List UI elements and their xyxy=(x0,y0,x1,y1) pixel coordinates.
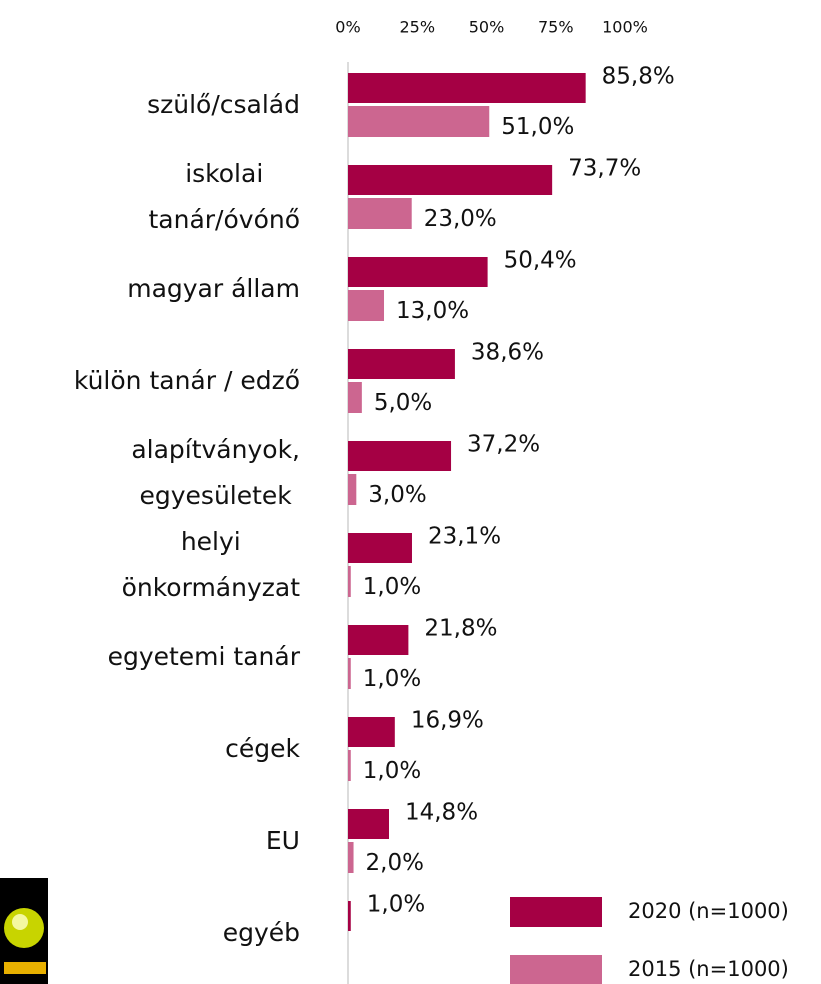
value-label: 1,0% xyxy=(363,574,421,600)
value-label: 23,1% xyxy=(428,524,501,550)
category-label: magyar állam xyxy=(127,274,300,303)
value-label: 85,8% xyxy=(602,64,675,90)
value-label: 16,9% xyxy=(411,708,484,734)
bar xyxy=(348,73,586,103)
bar xyxy=(348,809,389,839)
value-label: 13,0% xyxy=(396,298,469,324)
category-label: egyetemi tanár xyxy=(107,642,300,671)
value-label: 2,0% xyxy=(366,850,424,876)
value-label: 50,4% xyxy=(504,248,577,274)
category-label: szülő/család xyxy=(147,90,300,119)
bar xyxy=(348,474,357,505)
category-label: cégek xyxy=(225,734,300,763)
bar xyxy=(348,566,351,597)
x-tick-label: 100% xyxy=(602,18,648,37)
category-label: iskolai tanár/óvónő xyxy=(148,159,300,234)
value-label: 1,0% xyxy=(363,758,421,784)
value-label: 5,0% xyxy=(374,390,432,416)
x-tick-label: 25% xyxy=(399,18,435,37)
logo-band xyxy=(4,962,46,974)
category-label: külön tanár / edző xyxy=(73,366,300,395)
value-label: 73,7% xyxy=(568,156,641,182)
value-label: 23,0% xyxy=(424,206,497,232)
category-label: egyéb xyxy=(222,918,300,947)
bar xyxy=(348,658,351,689)
value-label: 38,6% xyxy=(471,340,544,366)
legend-label: 2020 (n=1000) xyxy=(628,899,789,923)
bar xyxy=(348,165,553,195)
x-tick-label: 50% xyxy=(469,18,505,37)
category-label: EU xyxy=(265,826,300,855)
logo-highlight xyxy=(12,914,28,930)
bar xyxy=(348,441,452,471)
bar xyxy=(348,533,412,563)
legend-swatch xyxy=(510,897,602,927)
value-label: 37,2% xyxy=(467,432,540,458)
value-label: 1,0% xyxy=(367,892,425,918)
legend-label: 2015 (n=1000) xyxy=(628,957,789,981)
legend-swatch xyxy=(510,955,602,984)
bar xyxy=(348,382,362,413)
bar xyxy=(348,625,409,655)
value-label: 51,0% xyxy=(501,114,574,140)
bar xyxy=(348,198,412,229)
bar xyxy=(348,842,354,873)
bar xyxy=(348,717,395,747)
bar xyxy=(348,106,490,137)
x-tick-label: 75% xyxy=(538,18,574,37)
bar xyxy=(348,257,488,287)
x-tick-label: 0% xyxy=(335,18,360,37)
category-label: alapítványok, egyesületek xyxy=(131,435,300,510)
bar xyxy=(348,750,351,781)
value-label: 14,8% xyxy=(405,800,478,826)
category-label: helyi önkormányzat xyxy=(121,527,300,602)
value-label: 21,8% xyxy=(424,616,497,642)
bar xyxy=(348,349,455,379)
value-label: 1,0% xyxy=(363,666,421,692)
value-label: 3,0% xyxy=(368,482,426,508)
bar xyxy=(348,290,385,321)
bar xyxy=(348,901,351,931)
